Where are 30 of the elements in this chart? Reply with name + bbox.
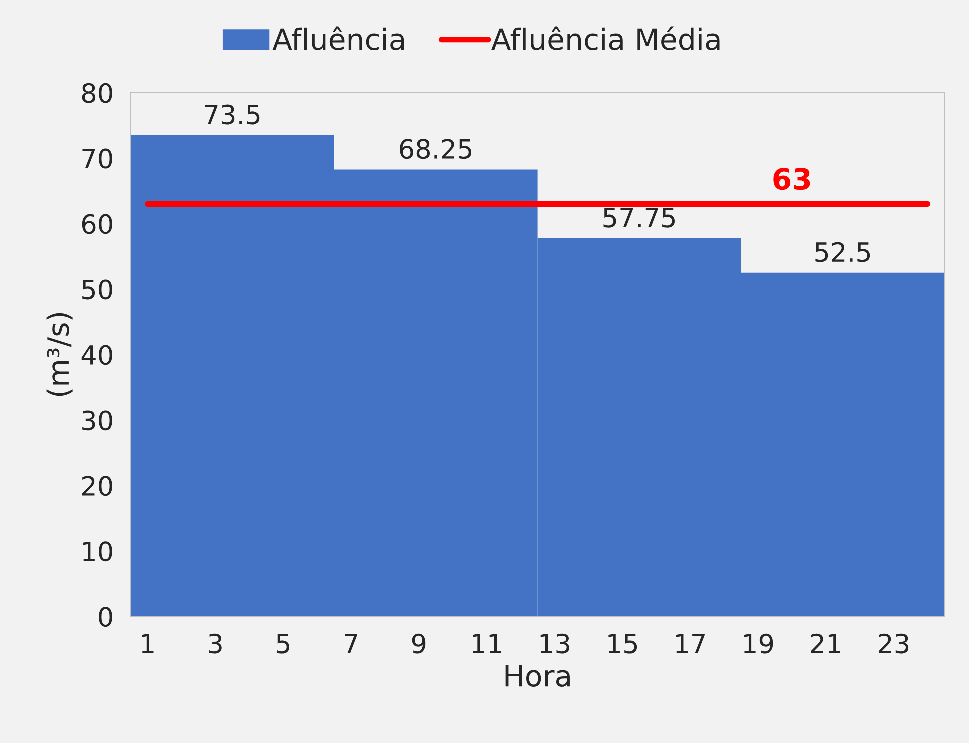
x-tick-label: 5: [277, 634, 290, 654]
x-tick-label: 7: [345, 634, 358, 654]
data-label: 73.5: [205, 104, 260, 125]
y-tick-label: 70: [82, 148, 112, 169]
legend-label: Afluência Média: [492, 26, 720, 50]
x-tick-label: 13: [540, 634, 570, 654]
y-tick-label: 60: [82, 214, 112, 234]
x-tick-label: 23: [879, 634, 909, 654]
data-label: 57.75: [604, 208, 676, 228]
y-tick-label: 0: [99, 607, 112, 628]
x-tick-label: 9: [412, 634, 426, 654]
x-tick-label: 11: [473, 634, 502, 654]
x-tick-label: 3: [209, 634, 222, 654]
x-tick-label: 1: [142, 634, 154, 654]
x-tick-label: 17: [676, 634, 705, 654]
data-label: 68.25: [400, 139, 472, 160]
data-label: 52.5: [816, 242, 870, 262]
y-tick-label: 80: [82, 83, 112, 104]
y-tick-label: 30: [82, 410, 112, 431]
x-tick-label: 15: [608, 634, 638, 654]
y-axis-title: (m³/s): [46, 313, 73, 396]
y-tick-label: 40: [82, 345, 112, 366]
data-label: 63: [774, 168, 810, 190]
y-tick-label: 50: [82, 280, 112, 300]
x-axis-title: Hora: [506, 665, 570, 688]
y-tick-label: 20: [82, 476, 112, 496]
y-tick-label: 10: [83, 542, 112, 562]
x-tick-label: 19: [744, 634, 774, 654]
legend-label: Afluência: [272, 26, 404, 50]
x-tick-label: 21: [811, 634, 840, 654]
